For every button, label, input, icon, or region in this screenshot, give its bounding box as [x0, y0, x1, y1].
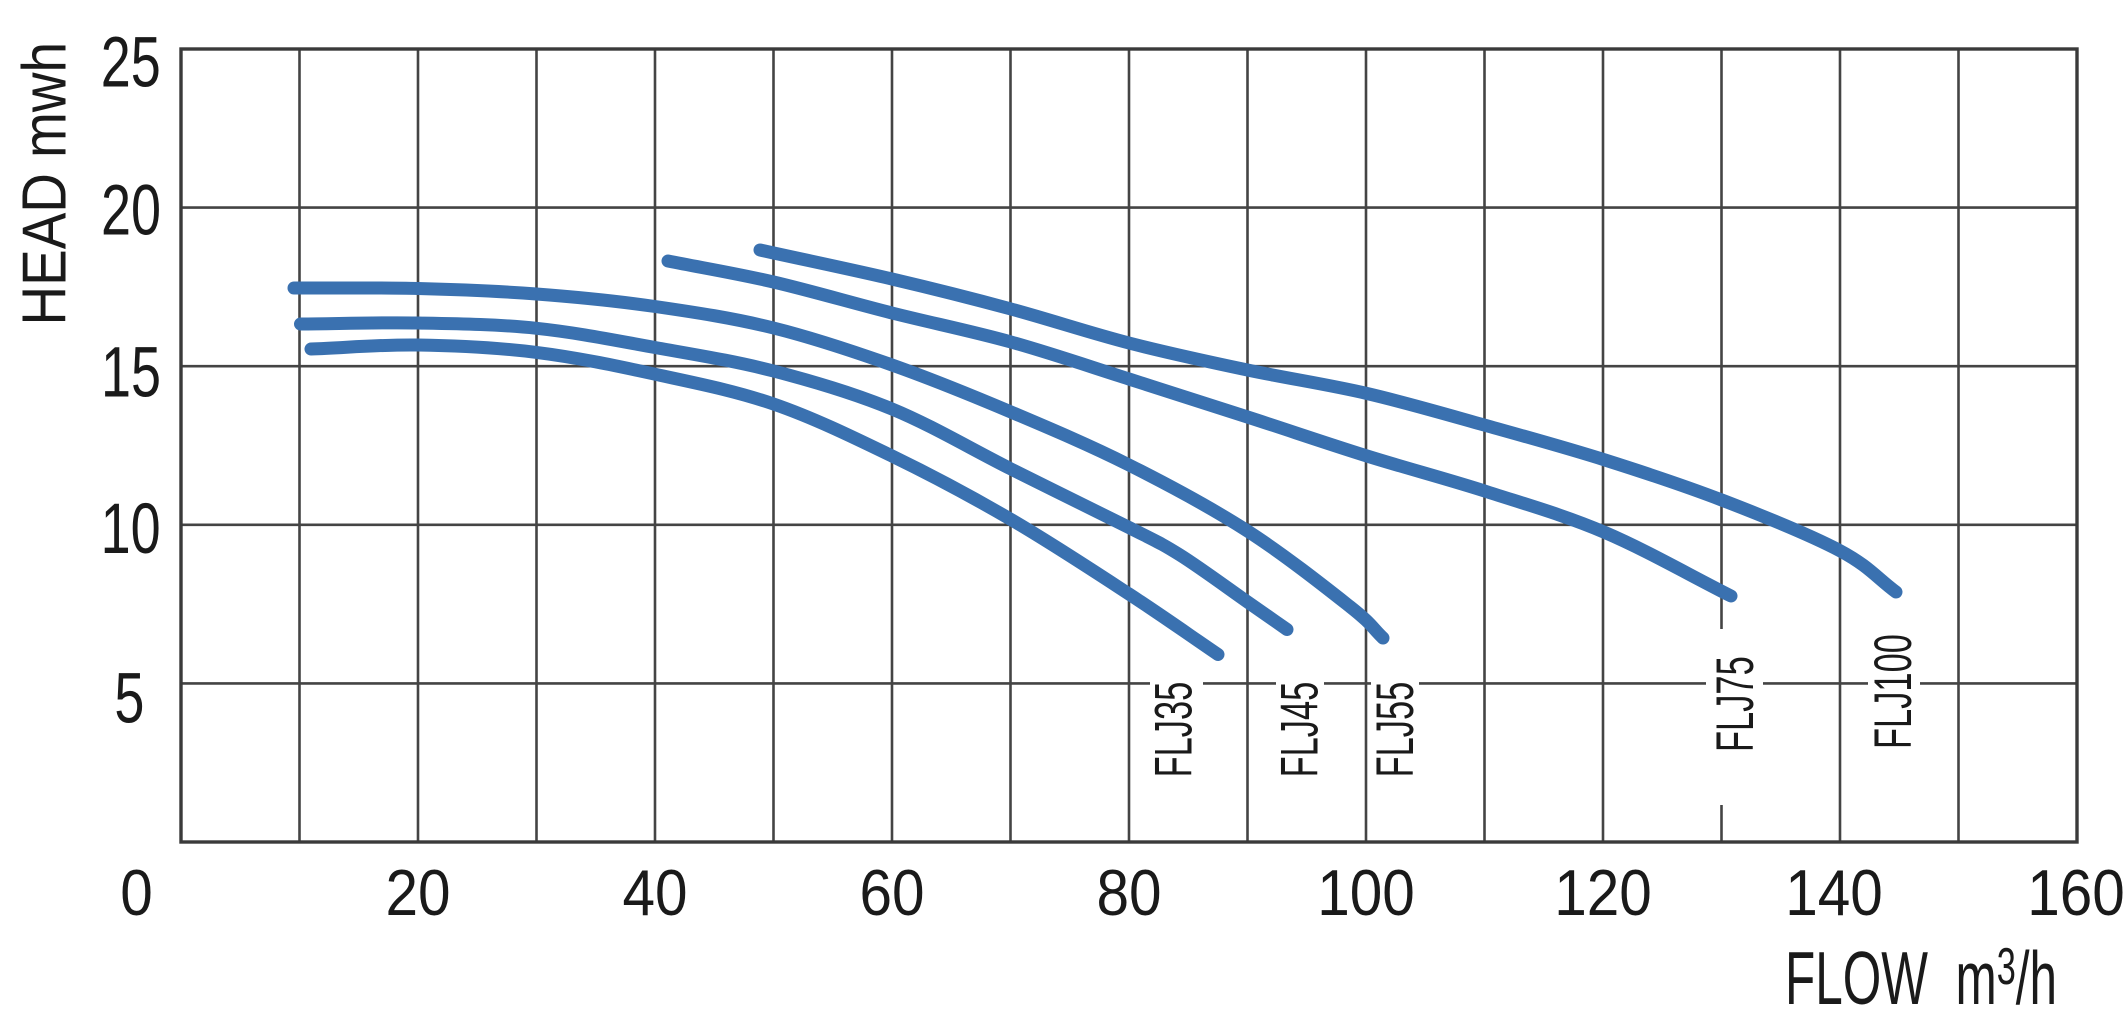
svg-text:120: 120 [1554, 857, 1652, 930]
svg-text:40: 40 [622, 857, 687, 930]
svg-text:20: 20 [101, 171, 161, 250]
svg-text:FLJ100: FLJ100 [1865, 634, 1923, 749]
svg-text:20: 20 [385, 857, 450, 930]
svg-text:HEAD mwh: HEAD mwh [11, 42, 80, 325]
svg-text:FLJ75: FLJ75 [1707, 656, 1765, 752]
svg-text:160: 160 [2027, 857, 2125, 930]
svg-text:0: 0 [120, 857, 153, 930]
svg-text:FLOW m3/h: FLOW m3/h [1785, 937, 2057, 1012]
svg-text:60: 60 [859, 857, 924, 930]
svg-text:15: 15 [101, 333, 161, 412]
svg-text:FLJ35: FLJ35 [1145, 682, 1203, 778]
svg-text:FLJ55: FLJ55 [1367, 682, 1425, 778]
svg-text:10: 10 [101, 490, 161, 569]
svg-text:FLJ45: FLJ45 [1271, 682, 1329, 778]
svg-text:140: 140 [1785, 857, 1883, 930]
svg-text:5: 5 [114, 659, 144, 738]
svg-text:100: 100 [1317, 857, 1415, 930]
svg-text:80: 80 [1096, 857, 1161, 930]
svg-text:25: 25 [101, 23, 161, 102]
